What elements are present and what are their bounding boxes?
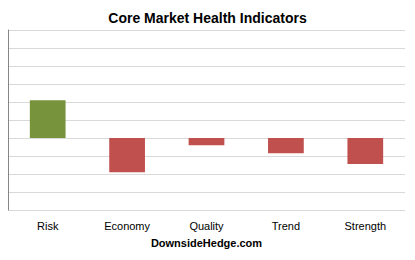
svg-text:Core Market Health Indicators: Core Market Health Indicators — [108, 10, 307, 26]
svg-text:DownsideHedge.com: DownsideHedge.com — [151, 237, 262, 249]
svg-text:Quality: Quality — [189, 220, 224, 232]
svg-text:Risk: Risk — [37, 220, 59, 232]
svg-text:Economy: Economy — [104, 220, 150, 232]
svg-text:Trend: Trend — [272, 220, 300, 232]
svg-text:Strength: Strength — [345, 220, 387, 232]
